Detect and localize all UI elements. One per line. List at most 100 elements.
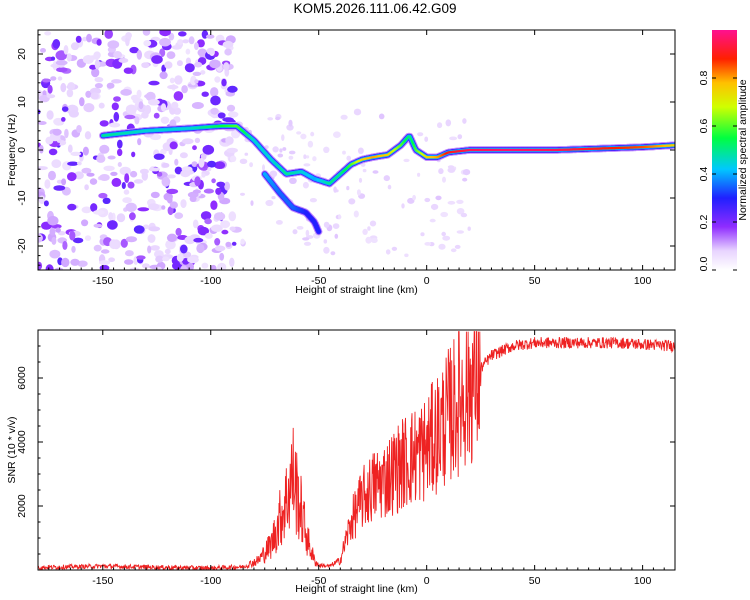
- noise-blob: [185, 57, 191, 65]
- noise-blob: [138, 101, 144, 110]
- noise-blob: [67, 161, 79, 166]
- noise-blob: [142, 30, 151, 36]
- noise-blob: [340, 114, 348, 120]
- noise-blob: [124, 250, 134, 257]
- noise-blob: [111, 79, 122, 84]
- noise-blob: [226, 104, 236, 112]
- noise-blob: [323, 221, 330, 228]
- noise-blob: [332, 223, 340, 230]
- noise-blob: [55, 227, 61, 233]
- noise-blob: [167, 84, 179, 90]
- snr-series-line: [38, 331, 675, 570]
- noise-blob: [391, 246, 398, 251]
- noise-blob: [99, 264, 110, 270]
- noise-blob: [120, 89, 132, 96]
- noise-blob: [440, 211, 449, 218]
- noise-blob: [457, 134, 463, 140]
- noise-blob: [148, 80, 160, 86]
- noise-blob: [108, 257, 115, 263]
- noise-blob: [200, 211, 212, 221]
- y-tick-label: 10: [16, 96, 28, 108]
- noise-blob: [44, 31, 52, 36]
- snr-series-polyline: [38, 331, 675, 570]
- noise-blob: [269, 170, 278, 178]
- noise-blob: [429, 218, 436, 223]
- noise-blob: [194, 137, 201, 144]
- noise-blob: [110, 171, 118, 176]
- noise-blob: [67, 82, 76, 91]
- noise-blob: [90, 92, 99, 100]
- noise-blob: [467, 226, 471, 231]
- noise-blob: [178, 31, 187, 37]
- noise-blob: [201, 173, 206, 178]
- noise-blob: [41, 78, 52, 83]
- snr-chart: -150 -100 -50 0 50 100 2000 4000 6000 Height of …: [6, 329, 676, 595]
- noise-blob: [161, 176, 171, 187]
- noise-blob: [68, 110, 79, 118]
- noise-blob: [167, 206, 174, 216]
- noise-blob: [281, 134, 285, 142]
- noise-blob: [228, 211, 237, 222]
- noise-blob: [86, 172, 95, 177]
- noise-blob: [148, 167, 161, 172]
- noise-blob: [214, 161, 226, 169]
- noise-blob: [148, 226, 161, 232]
- noise-blob: [277, 153, 284, 158]
- noise-blob: [113, 51, 122, 59]
- noise-blob: [104, 30, 113, 39]
- noise-blob: [292, 229, 298, 235]
- noise-blob: [194, 176, 201, 187]
- noise-blob: [194, 79, 199, 84]
- noise-blob: [201, 91, 209, 97]
- noise-blob: [47, 215, 59, 226]
- noise-blob: [181, 85, 188, 94]
- noise-blob: [192, 189, 201, 194]
- noise-blob: [148, 99, 160, 106]
- noise-blob: [296, 131, 302, 135]
- noise-blob: [323, 239, 328, 244]
- noise-blob: [407, 197, 415, 204]
- noise-blob: [225, 241, 232, 247]
- x-tick-label: 50: [529, 275, 541, 287]
- noise-blob: [401, 203, 405, 209]
- noise-blob: [176, 253, 184, 262]
- noise-blob: [412, 194, 416, 201]
- x-tick-label: 50: [529, 575, 541, 587]
- noise-blob: [129, 212, 136, 221]
- noise-blob: [217, 112, 226, 119]
- noise-blob: [48, 148, 58, 156]
- noise-blob: [182, 39, 189, 44]
- noise-blob: [442, 235, 451, 241]
- noise-blob: [180, 199, 187, 209]
- noise-blob: [217, 262, 227, 270]
- noise-blob: [215, 187, 222, 195]
- branch-segment: [316, 228, 320, 233]
- noise-blob: [462, 177, 468, 182]
- noise-blob: [378, 113, 385, 120]
- noise-blob: [93, 210, 105, 215]
- noise-blob: [225, 136, 234, 145]
- noise-blob: [81, 219, 89, 227]
- noise-blob: [142, 263, 150, 269]
- noise-blob: [223, 62, 230, 71]
- noise-blob: [210, 87, 219, 97]
- noise-blob: [96, 39, 102, 46]
- noise-blob: [66, 53, 72, 62]
- noise-blob: [129, 46, 139, 54]
- noise-blob: [221, 229, 229, 235]
- noise-blob: [141, 62, 150, 69]
- noise-blob: [107, 40, 120, 49]
- spectrogram-x-axis-title: Height of straight line (km): [295, 284, 418, 296]
- noise-blob: [70, 258, 80, 266]
- noise-blob: [202, 144, 215, 155]
- noise-blob: [125, 36, 130, 47]
- noise-blob: [306, 155, 310, 159]
- noise-blob: [46, 110, 54, 120]
- noise-blob: [214, 76, 221, 83]
- noise-blob: [43, 200, 49, 207]
- noise-blob: [124, 114, 136, 120]
- noise-blob: [84, 184, 89, 191]
- noise-blob: [79, 97, 85, 107]
- noise-blob: [192, 219, 199, 229]
- noise-blob: [357, 147, 364, 155]
